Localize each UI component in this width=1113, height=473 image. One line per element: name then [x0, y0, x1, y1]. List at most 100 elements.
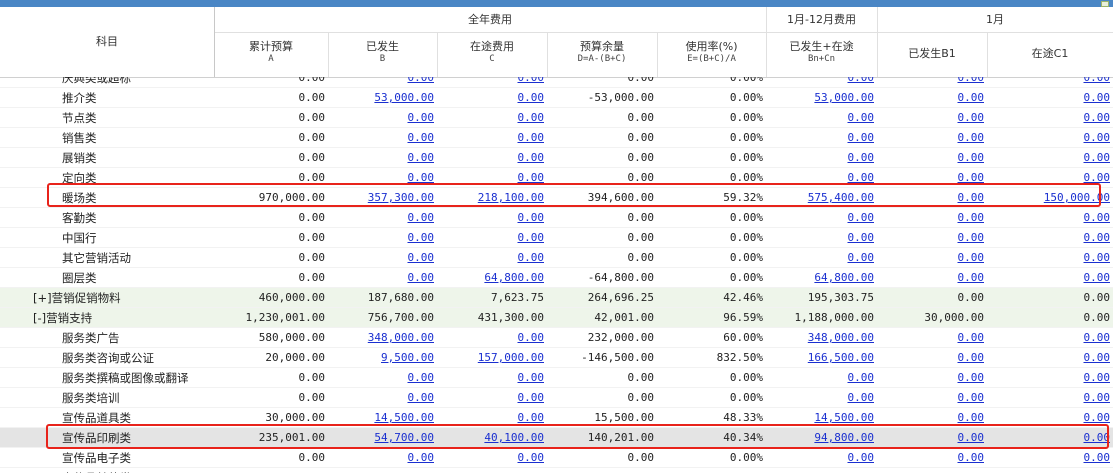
amount-link[interactable]: 0.00: [517, 451, 545, 464]
amount-link[interactable]: 0.00: [847, 231, 875, 244]
amount-link[interactable]: 0.00: [517, 171, 545, 184]
amount-link[interactable]: 0.00: [1083, 411, 1111, 424]
table-row[interactable]: 宣传品道具类 30,000.00 14,500.00 0.00 15,500.00 48.…: [0, 408, 1113, 428]
amount-link[interactable]: 54,700.00: [374, 431, 434, 444]
amount-link[interactable]: 575,400.00: [807, 191, 874, 204]
amount-link[interactable]: 0.00: [437, 468, 547, 473]
amount-link[interactable]: 0.00: [407, 131, 435, 144]
amount-link[interactable]: 53,000.00: [374, 91, 434, 104]
amount-link[interactable]: 0.00: [847, 251, 875, 264]
amount-link[interactable]: 150,000.00: [1043, 191, 1110, 204]
column-header-7[interactable]: 已发生B1: [877, 47, 987, 60]
amount-link[interactable]: 0.00: [957, 411, 985, 424]
table-row[interactable]: 服务类咨询或公证 20,000.00 9,500.00 157,000.00 -146,…: [0, 348, 1113, 368]
column-header-5[interactable]: 使用率(%) E=(B+C)/A: [657, 40, 766, 66]
amount-link[interactable]: 0.00: [517, 411, 545, 424]
column-header-1[interactable]: 累计预算 A: [214, 40, 328, 66]
amount-link[interactable]: 0.00: [957, 451, 985, 464]
amount-link[interactable]: 94,800.00: [814, 431, 874, 444]
amount-link[interactable]: 0.00: [847, 111, 875, 124]
table-row[interactable]: 定向类 0.00 0.00 0.00 0.00 0.00% 0.00 0.00 0.00: [0, 168, 1113, 188]
table-row[interactable]: 宣传品电子类 0.00 0.00 0.00 0.00 0.00% 0.00 0.00 0.00: [0, 448, 1113, 468]
export-excel-icon[interactable]: [1101, 1, 1109, 7]
amount-link[interactable]: 0.00: [957, 131, 985, 144]
amount-link[interactable]: 0.00: [847, 131, 875, 144]
amount-link[interactable]: 53,000.00: [814, 91, 874, 104]
amount-link[interactable]: 0.00: [957, 231, 985, 244]
amount-link[interactable]: 0.00: [957, 191, 985, 204]
table-row[interactable]: 服务类广告 580,000.00 348,000.00 0.00 232,000.00 6…: [0, 328, 1113, 348]
table-row[interactable]: [-]营销支持 1,230,001.00 756,700.00 431,300.00 4…: [0, 308, 1113, 328]
amount-link[interactable]: 0.00: [957, 151, 985, 164]
amount-link[interactable]: 0.00: [407, 211, 435, 224]
amount-link[interactable]: 0.00: [1083, 331, 1111, 344]
column-header-3[interactable]: 在途费用 C: [437, 40, 547, 66]
amount-link[interactable]: 0.00: [517, 151, 545, 164]
amount-link[interactable]: 0.00: [1083, 271, 1111, 284]
column-header-4[interactable]: 预算余量 D=A-(B+C): [547, 40, 657, 66]
amount-link[interactable]: 0.00: [1083, 231, 1111, 244]
amount-link[interactable]: 0.00: [407, 371, 435, 384]
amount-link[interactable]: 0.00: [1083, 391, 1111, 404]
table-row[interactable]: 宣传品印刷类 235,001.00 54,700.00 40,100.00 140,20…: [0, 428, 1113, 448]
amount-link[interactable]: 0.00: [847, 211, 875, 224]
column-header-2[interactable]: 已发生 B: [328, 40, 437, 66]
amount-link[interactable]: 0.00: [1083, 131, 1111, 144]
amount-link[interactable]: 0.00: [987, 468, 1113, 473]
amount-link[interactable]: 157,000.00: [477, 351, 544, 364]
amount-link[interactable]: 0.00: [1083, 151, 1111, 164]
amount-link[interactable]: 218,100.00: [477, 191, 544, 204]
amount-link[interactable]: 0.00: [407, 391, 435, 404]
amount-link[interactable]: 0.00: [957, 111, 985, 124]
amount-link[interactable]: 0.00: [957, 391, 985, 404]
table-row[interactable]: 圈层类 0.00 0.00 64,800.00 -64,800.00 0.00% 64,80…: [0, 268, 1113, 288]
table-row[interactable]: 销售类 0.00 0.00 0.00 0.00 0.00% 0.00 0.00 0.00: [0, 128, 1113, 148]
amount-link[interactable]: 0.00: [407, 171, 435, 184]
amount-link[interactable]: 0.00: [517, 231, 545, 244]
amount-link[interactable]: 0.00: [957, 371, 985, 384]
amount-link[interactable]: 0.00: [328, 468, 437, 473]
amount-link[interactable]: 0.00: [407, 111, 435, 124]
table-row[interactable]: 服务类撰稿或图像或翻译 0.00 0.00 0.00 0.00 0.00% 0.00 0.00…: [0, 368, 1113, 388]
amount-link[interactable]: 166,500.00: [807, 351, 874, 364]
table-row[interactable]: 中国行 0.00 0.00 0.00 0.00 0.00% 0.00 0.00 0.00: [0, 228, 1113, 248]
amount-link[interactable]: 0.00: [517, 391, 545, 404]
table-row[interactable]: 庆典类或超标 0.00 0.00 0.00 0.00 0.00% 0.00 0.00 0.00: [0, 77, 1113, 88]
amount-link[interactable]: 0.00: [957, 171, 985, 184]
amount-link[interactable]: 0.00: [957, 271, 985, 284]
amount-link[interactable]: 0.00: [407, 451, 435, 464]
amount-link[interactable]: 0.00: [517, 111, 545, 124]
table-row[interactable]: 宣传品其他类0.000.000.000.000.00%0.000.000.00: [0, 468, 1113, 473]
amount-link[interactable]: 0.00: [517, 331, 545, 344]
amount-link[interactable]: 0.00: [517, 77, 545, 84]
amount-link[interactable]: 0.00: [1083, 91, 1111, 104]
amount-link[interactable]: 0.00: [1083, 371, 1111, 384]
amount-link[interactable]: 0.00: [957, 77, 985, 84]
amount-link[interactable]: 40,100.00: [484, 431, 544, 444]
amount-link[interactable]: 0.00: [407, 77, 435, 84]
amount-link[interactable]: 0.00: [1083, 77, 1111, 84]
amount-link[interactable]: 0.00: [957, 91, 985, 104]
amount-link[interactable]: 0.00: [847, 451, 875, 464]
amount-link[interactable]: 9,500.00: [381, 351, 434, 364]
table-row[interactable]: 服务类培训 0.00 0.00 0.00 0.00 0.00% 0.00 0.00 0.00: [0, 388, 1113, 408]
amount-link[interactable]: 0.00: [517, 211, 545, 224]
amount-link[interactable]: 0.00: [1083, 111, 1111, 124]
amount-link[interactable]: 0.00: [957, 251, 985, 264]
group-toggle-label[interactable]: [-]营销支持: [33, 311, 93, 325]
amount-link[interactable]: 0.00: [407, 151, 435, 164]
table-row[interactable]: 其它营销活动 0.00 0.00 0.00 0.00 0.00% 0.00 0.00 0.00: [0, 248, 1113, 268]
amount-link[interactable]: 0.00: [847, 371, 875, 384]
amount-link[interactable]: 0.00: [957, 331, 985, 344]
amount-link[interactable]: 14,500.00: [374, 411, 434, 424]
amount-link[interactable]: 0.00: [957, 351, 985, 364]
group-toggle-label[interactable]: [+]营销促销物料: [33, 291, 121, 305]
amount-link[interactable]: 0.00: [1083, 171, 1111, 184]
table-row[interactable]: 节点类 0.00 0.00 0.00 0.00 0.00% 0.00 0.00 0.00: [0, 108, 1113, 128]
amount-link[interactable]: 0.00: [1083, 451, 1111, 464]
amount-link[interactable]: 0.00: [847, 171, 875, 184]
amount-link[interactable]: 0.00: [877, 468, 987, 473]
amount-link[interactable]: 0.00: [847, 151, 875, 164]
amount-link[interactable]: 14,500.00: [814, 411, 874, 424]
table-row[interactable]: 客勤类 0.00 0.00 0.00 0.00 0.00% 0.00 0.00 0.00: [0, 208, 1113, 228]
